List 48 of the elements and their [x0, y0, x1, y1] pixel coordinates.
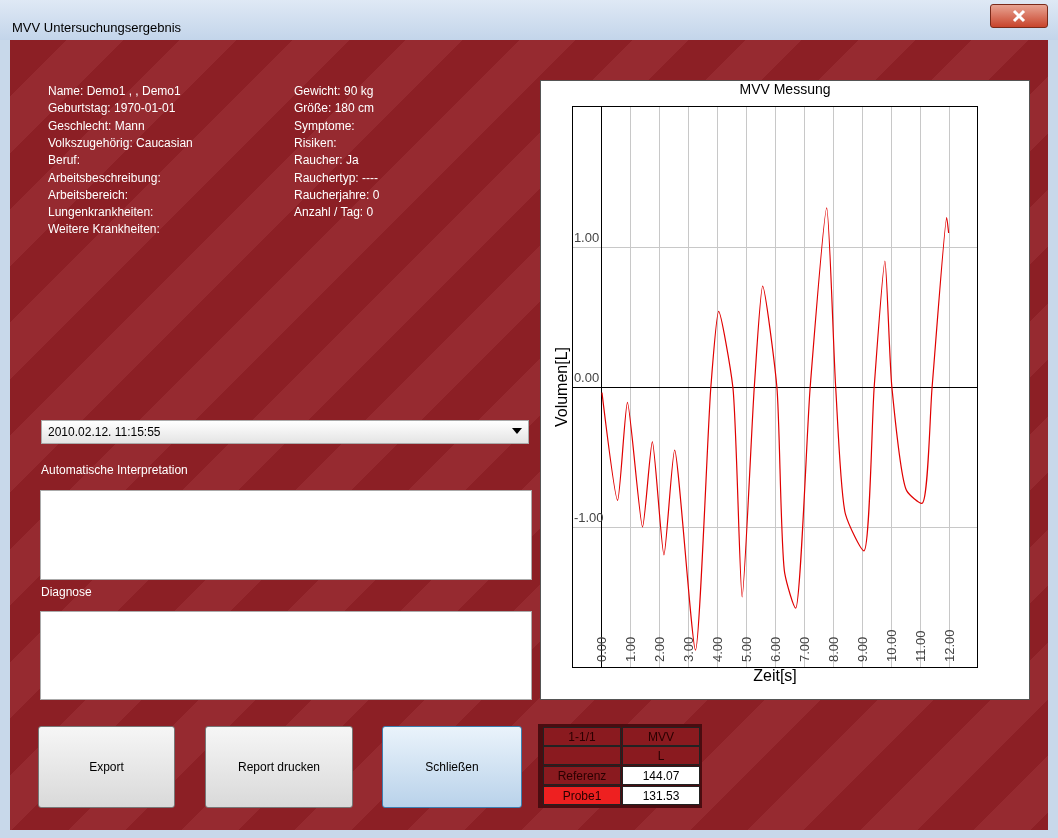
x-tick-label: 12.00 [941, 629, 957, 663]
text: Geschlecht: Mann [48, 118, 145, 133]
x-tick-label: 5.00 [738, 636, 754, 663]
text: Geburtstag: 1970-01-01 [48, 101, 176, 116]
text: MVV [622, 727, 700, 746]
text: Größe: 180 cm [294, 101, 375, 116]
x-tick-label: 4.00 [710, 636, 726, 663]
text: Risiken: [294, 135, 337, 150]
y-tick-label: 1.00 [573, 230, 600, 246]
text: Automatische Interpretation [41, 463, 188, 477]
text: 144.07 [622, 766, 700, 785]
text: Anzahl / Tag: 0 [294, 205, 374, 220]
text: Gewicht: 90 kg [294, 84, 374, 98]
text: Arbeitsbeschreibung: [48, 170, 161, 185]
text: Symptome: [294, 118, 355, 133]
text: 2010.02.12. 11:15:55 [48, 425, 161, 439]
text: Report drucken [205, 726, 353, 808]
text: Diagnose [41, 585, 92, 599]
text: Export [38, 726, 175, 808]
x-tick-label: 8.00 [825, 636, 841, 663]
x-tick-label: 1.00 [623, 636, 639, 663]
x-tick-label: 9.00 [854, 636, 870, 663]
x-tick-label: 10.00 [883, 629, 899, 663]
text: Schließen [382, 726, 522, 808]
x-tick-label: 6.00 [767, 636, 783, 663]
x-tick-label: 7.00 [796, 636, 812, 663]
text: L [622, 746, 700, 765]
text: Name: Demo1 , , Demo1 [48, 84, 181, 98]
text: Rauchertyp: ---- [294, 170, 379, 185]
x-tick-label: 3.00 [681, 636, 697, 663]
chart-title: MVV Messung [739, 80, 831, 97]
text: 1-1/1 [543, 727, 621, 746]
text: Beruf: [48, 153, 81, 168]
text: Arbeitsbereich: [48, 187, 129, 202]
text: Volkszugehörig: Caucasian [48, 135, 193, 150]
text: Weitere Krankheiten: [48, 222, 160, 237]
text: Raucherjahre: 0 [294, 187, 380, 202]
text: Referenz [543, 766, 621, 785]
text: 131.53 [622, 786, 700, 805]
y-tick-label: 0.00 [573, 370, 600, 386]
text: Lungenkrankheiten: [48, 205, 154, 220]
text: MVV Untersuchungsergebnis [12, 20, 182, 35]
text: Raucher: Ja [294, 153, 359, 168]
x-tick-label: 2.00 [652, 636, 668, 663]
x-axis-title: Zeit[s] [753, 666, 797, 684]
y-axis-title: Volumen[L] [552, 346, 570, 428]
text: Probe1 [543, 786, 621, 805]
x-tick-label: 11.00 [912, 630, 928, 663]
